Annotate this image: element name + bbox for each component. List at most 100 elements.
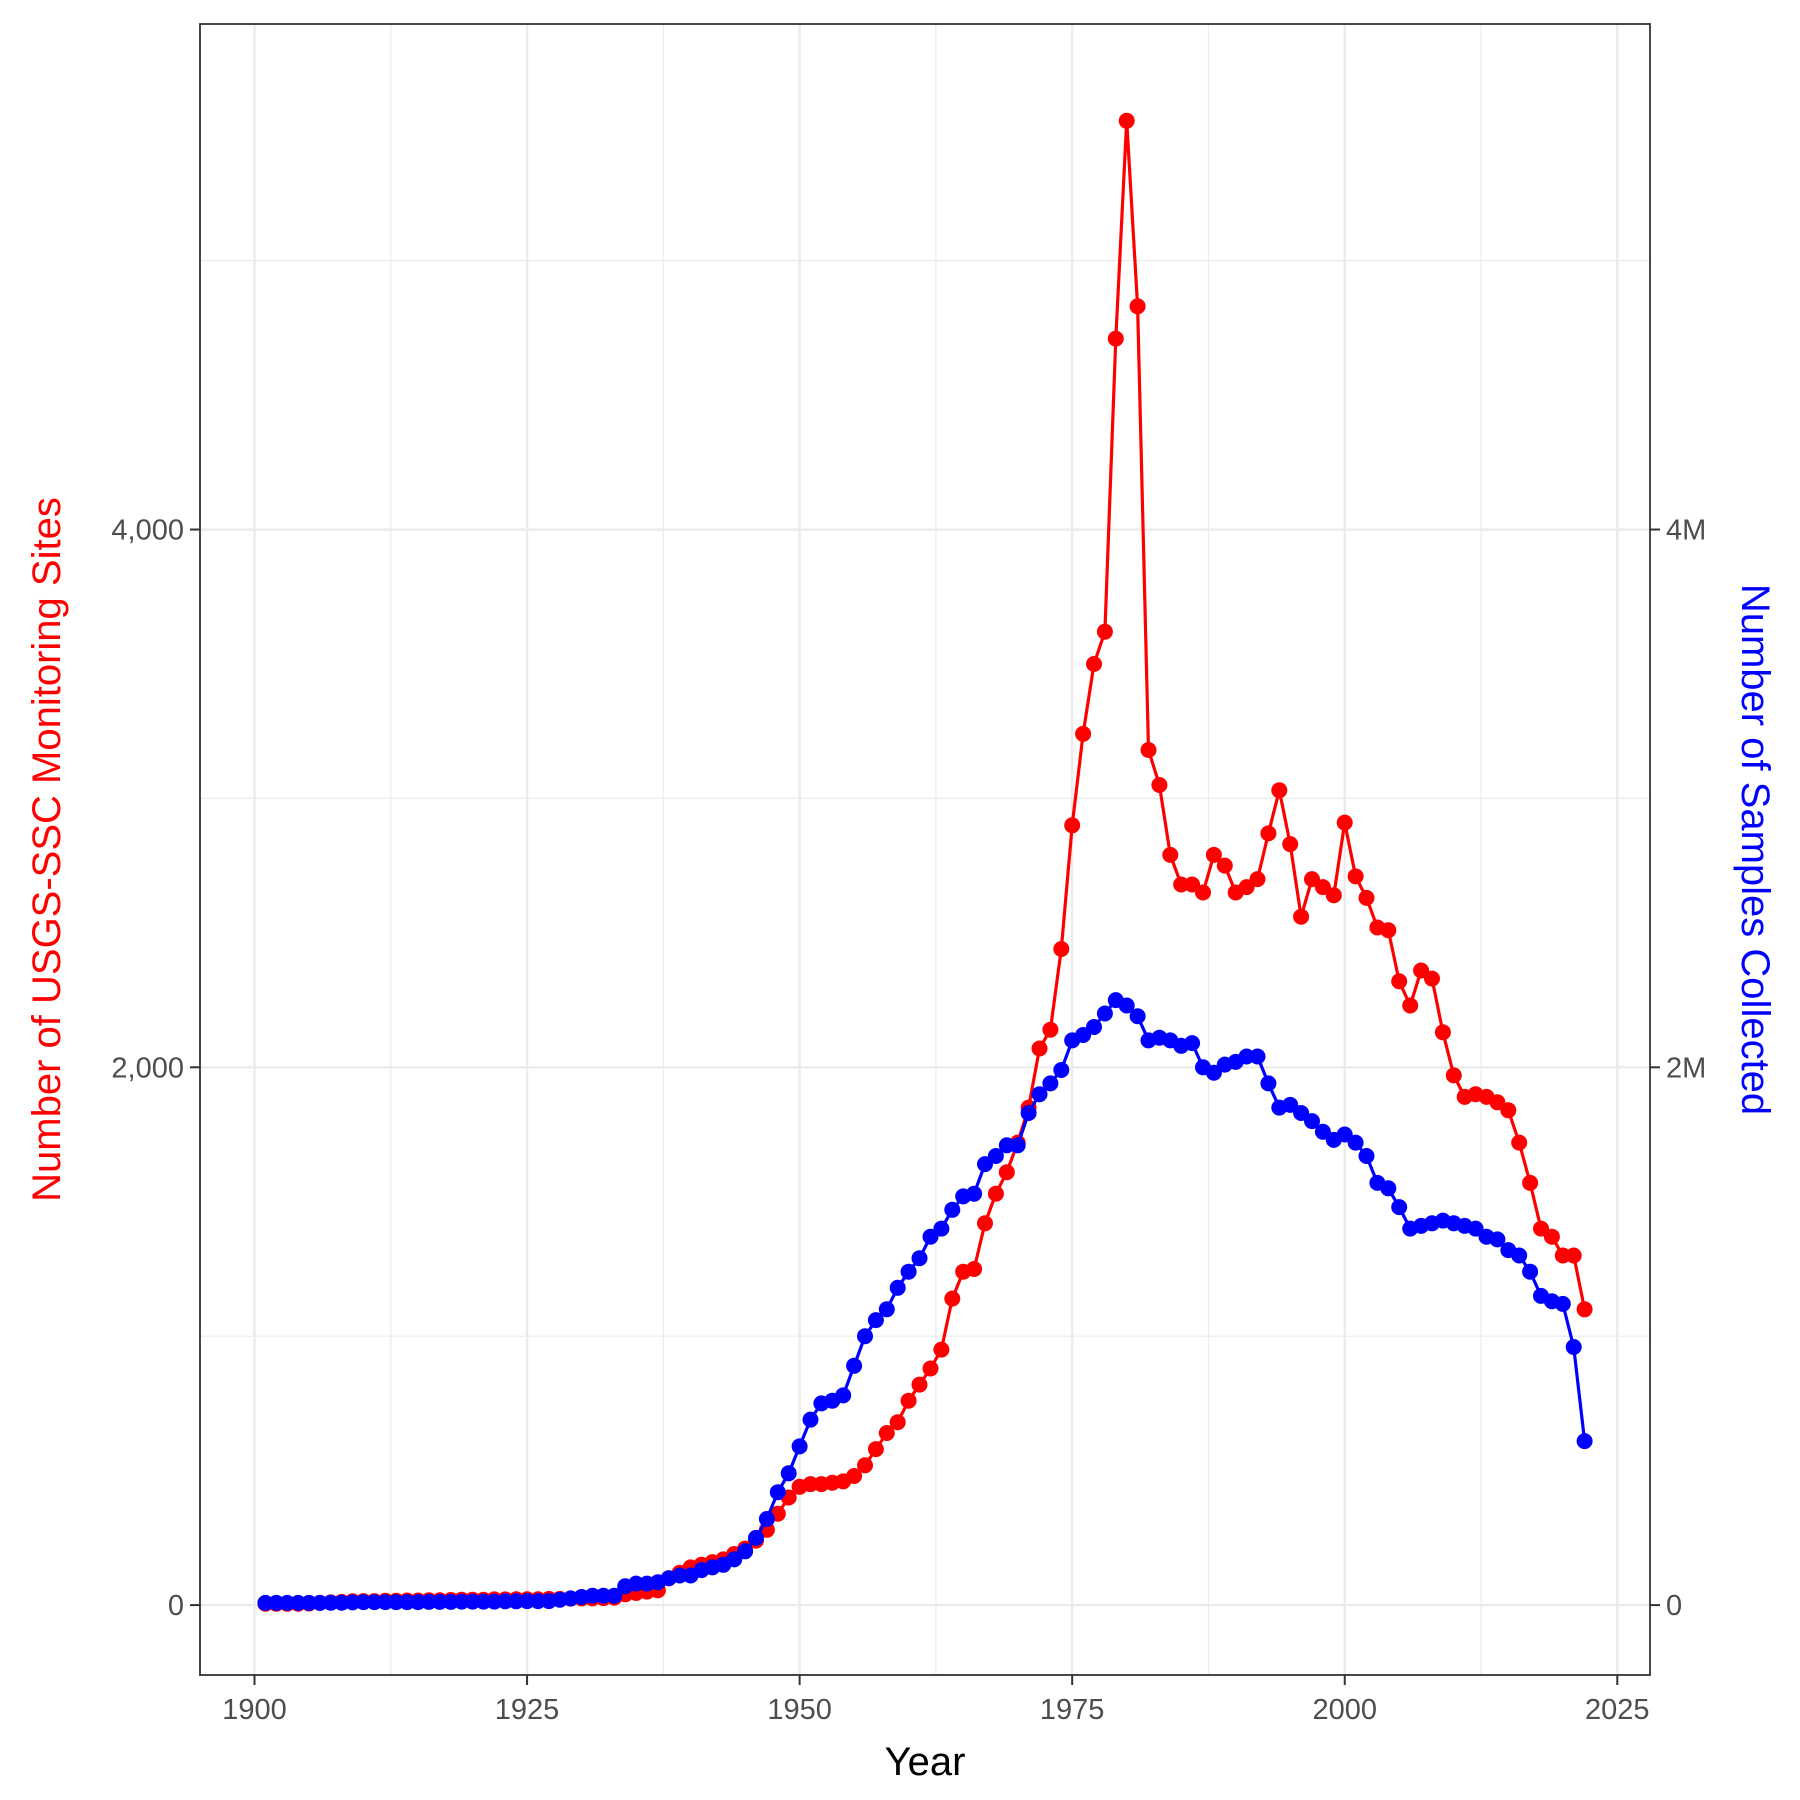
samples-point: [1184, 1035, 1201, 1052]
sites-point: [1380, 922, 1397, 939]
samples-point: [1554, 1295, 1571, 1312]
samples-point: [1467, 1220, 1484, 1237]
y-axis-title-right: Number of Samples Collected: [1733, 584, 1777, 1115]
samples-point: [758, 1511, 775, 1527]
samples-point: [748, 1529, 764, 1546]
sites-point: [1042, 1021, 1059, 1038]
samples-point: [944, 1201, 961, 1218]
samples-point: [1260, 1075, 1277, 1092]
x-tick-label: 1900: [222, 1694, 287, 1726]
sites-point: [1205, 846, 1222, 863]
sites-point: [1565, 1247, 1582, 1264]
sites-point: [1336, 814, 1353, 831]
samples-point: [933, 1220, 950, 1237]
samples-point: [1020, 1105, 1037, 1121]
sites-point: [987, 1185, 1004, 1202]
sites-point: [1445, 1067, 1462, 1084]
sites-point: [911, 1376, 928, 1393]
samples-point: [1009, 1137, 1026, 1154]
samples-point: [1205, 1064, 1222, 1081]
sites-point: [1031, 1040, 1048, 1057]
samples-point: [1565, 1339, 1582, 1355]
x-tick-label: 2025: [1585, 1694, 1650, 1726]
samples-point: [966, 1185, 983, 1202]
sites-point: [966, 1261, 983, 1277]
sites-point: [1576, 1301, 1593, 1318]
samples-point: [1358, 1148, 1375, 1164]
x-tick-label: 2000: [1312, 1694, 1377, 1726]
sites-point: [900, 1392, 917, 1409]
sites-point: [846, 1468, 863, 1484]
y-tick-label-right: 4M: [1666, 515, 1706, 547]
sites-point: [1424, 970, 1440, 987]
samples-point: [987, 1148, 1004, 1164]
sites-point: [1402, 997, 1419, 1014]
x-tick-label: 1925: [495, 1694, 560, 1726]
sites-point: [1543, 1228, 1560, 1245]
samples-point: [737, 1543, 754, 1560]
samples-point: [1031, 1086, 1048, 1103]
samples-point: [1336, 1126, 1353, 1143]
samples-point: [1380, 1180, 1397, 1197]
x-tick-label: 1950: [767, 1694, 832, 1726]
grid: [200, 24, 1650, 1675]
samples-point: [835, 1387, 852, 1404]
samples-point: [1576, 1433, 1593, 1450]
samples-point: [1129, 1008, 1146, 1025]
samples-point: [857, 1328, 873, 1345]
sites-point: [933, 1341, 950, 1358]
samples-point: [889, 1279, 906, 1296]
sites-point: [1216, 857, 1233, 874]
sites-point: [1271, 782, 1288, 799]
y-tick-label-right: 0: [1666, 1590, 1682, 1622]
x-axis-title: Year: [885, 1740, 966, 1784]
samples-point: [1304, 1113, 1320, 1130]
y-tick-label-left: 0: [168, 1590, 184, 1622]
sites-point: [998, 1164, 1015, 1181]
samples-point: [977, 1156, 993, 1173]
sites-point: [1096, 623, 1113, 640]
sites-point: [922, 1360, 939, 1377]
samples-point: [1053, 1062, 1070, 1078]
samples-point: [1347, 1134, 1364, 1151]
samples-point: [606, 1587, 623, 1604]
sites-point: [867, 1441, 884, 1458]
sites-point: [977, 1215, 993, 1232]
samples-point: [922, 1228, 939, 1245]
samples-point: [1086, 1019, 1102, 1035]
y-tick-label-right: 2M: [1666, 1052, 1706, 1084]
sites-point: [1075, 725, 1092, 742]
sites-point: [1533, 1220, 1549, 1237]
sites-point: [1522, 1174, 1539, 1191]
samples-point: [900, 1263, 917, 1280]
sites-point: [889, 1414, 906, 1431]
samples-point: [1118, 997, 1135, 1014]
sites-point: [1314, 879, 1331, 896]
samples-point: [1282, 1096, 1299, 1113]
samples-point: [1489, 1231, 1506, 1248]
sites-point: [1282, 836, 1299, 853]
sites-point: [1347, 868, 1364, 885]
samples-point: [1511, 1247, 1528, 1264]
sites-point: [1107, 330, 1124, 347]
sites-point: [1162, 846, 1179, 863]
x-tick-label: 1975: [1040, 1694, 1105, 1726]
samples-point: [1522, 1263, 1539, 1280]
sites-point: [1151, 777, 1168, 793]
sites-point: [1391, 973, 1408, 990]
samples-point: [1293, 1105, 1310, 1121]
samples-point: [726, 1551, 743, 1568]
sites-point: [1249, 871, 1266, 888]
sites-point: [1293, 908, 1310, 925]
sites-point: [1064, 817, 1081, 834]
samples-point: [1096, 1005, 1113, 1022]
samples-point: [769, 1484, 786, 1501]
sites-point: [1086, 656, 1102, 672]
samples-point: [791, 1438, 808, 1455]
samples-point: [802, 1411, 819, 1428]
samples-point: [1249, 1048, 1266, 1065]
samples-point: [867, 1312, 884, 1329]
y-axis-title-left: Number of USGS-SSC Monitoring Sites: [25, 497, 69, 1202]
sites-point: [1511, 1134, 1528, 1151]
